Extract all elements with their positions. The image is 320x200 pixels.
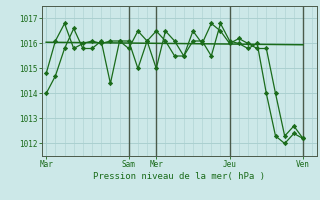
- X-axis label: Pression niveau de la mer( hPa ): Pression niveau de la mer( hPa ): [93, 172, 265, 181]
